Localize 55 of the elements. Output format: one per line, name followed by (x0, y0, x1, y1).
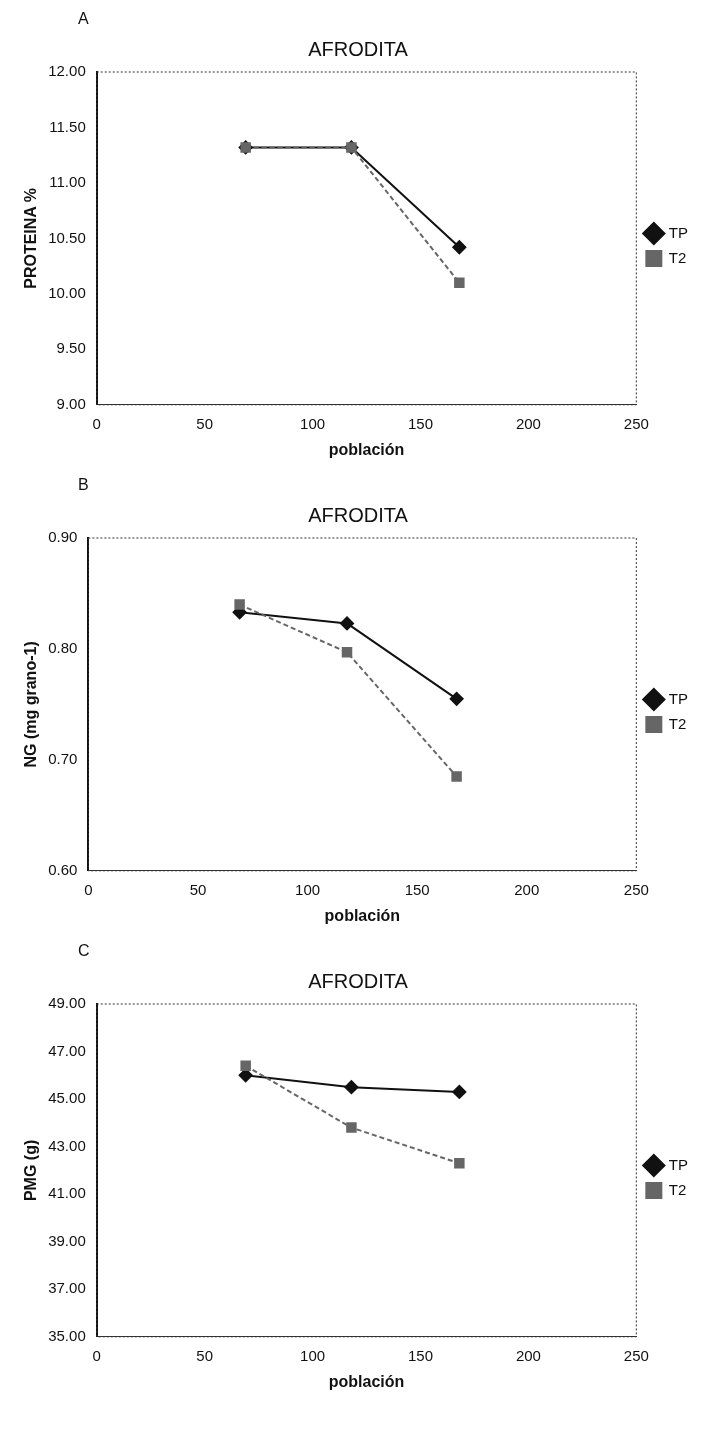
legend-label: TP (668, 689, 688, 707)
x-tick-label: 250 (623, 1346, 649, 1364)
y-tick-label: 47.00 (48, 1041, 86, 1059)
y-tick-label: 0.60 (48, 860, 78, 878)
y-tick-label: 10.50 (48, 228, 86, 246)
x-tick-label: 100 (300, 1346, 326, 1364)
x-tick-label: 0 (92, 414, 101, 432)
y-tick-label: 12.00 (48, 62, 86, 80)
y-tick-label: 9.00 (56, 394, 86, 412)
y-tick-label: 11.00 (49, 173, 86, 191)
x-tick-label: 150 (407, 414, 434, 432)
y-tick-label: 45.00 (48, 1089, 86, 1107)
text: B (78, 476, 89, 494)
y-tick-label: 39.00 (48, 1231, 86, 1249)
legend-label: TP (668, 1155, 688, 1173)
y-tick-label: 43.00 (48, 1136, 86, 1154)
x-tick-label: 150 (407, 1346, 434, 1364)
x-tick-label: 0 (84, 880, 93, 898)
legend-label: TP (668, 223, 688, 241)
x-tick-label: 50 (189, 880, 207, 898)
x-tick-label: 200 (514, 880, 540, 898)
x-axis-title: población (324, 906, 401, 924)
chart-title: AFRODITA (308, 503, 409, 526)
x-tick-label: 50 (196, 414, 213, 432)
x-tick-label: 200 (515, 1346, 541, 1364)
y-axis-title: PROTEINA % (22, 188, 40, 289)
x-tick-label: 250 (623, 414, 649, 432)
legend-label: T2 (668, 714, 687, 732)
x-tick-label: 0 (92, 1346, 101, 1364)
x-axis-title: población (328, 440, 405, 458)
x-tick-label: 250 (623, 880, 649, 898)
text: C (78, 942, 90, 960)
x-tick-label: 150 (404, 880, 430, 898)
x-tick-label: 50 (196, 1346, 213, 1364)
y-tick-label: 0.80 (48, 639, 78, 657)
y-tick-label: 10.00 (48, 284, 86, 302)
y-tick-label: 37.00 (48, 1279, 86, 1297)
y-tick-label: 35.00 (48, 1326, 86, 1344)
legend-label: T2 (668, 248, 687, 266)
chart-title: AFRODITA (308, 37, 409, 60)
x-tick-label: 100 (295, 880, 321, 898)
x-axis-title: población (328, 1372, 405, 1390)
x-tick-label: 100 (300, 414, 326, 432)
text: A (78, 10, 89, 28)
y-tick-label: 49.00 (48, 994, 86, 1012)
y-axis-title: PMG (g) (22, 1139, 40, 1202)
x-tick-label: 200 (515, 414, 541, 432)
legend-label: T2 (668, 1180, 687, 1198)
y-tick-label: 0.70 (48, 750, 78, 768)
y-tick-label: 41.00 (48, 1184, 86, 1202)
y-axis-title: NG (mg grano-1) (22, 641, 40, 768)
chart-title: AFRODITA (308, 969, 409, 992)
y-tick-label: 9.50 (56, 339, 86, 357)
y-tick-label: 0.90 (48, 528, 78, 546)
y-tick-label: 11.50 (49, 117, 86, 135)
